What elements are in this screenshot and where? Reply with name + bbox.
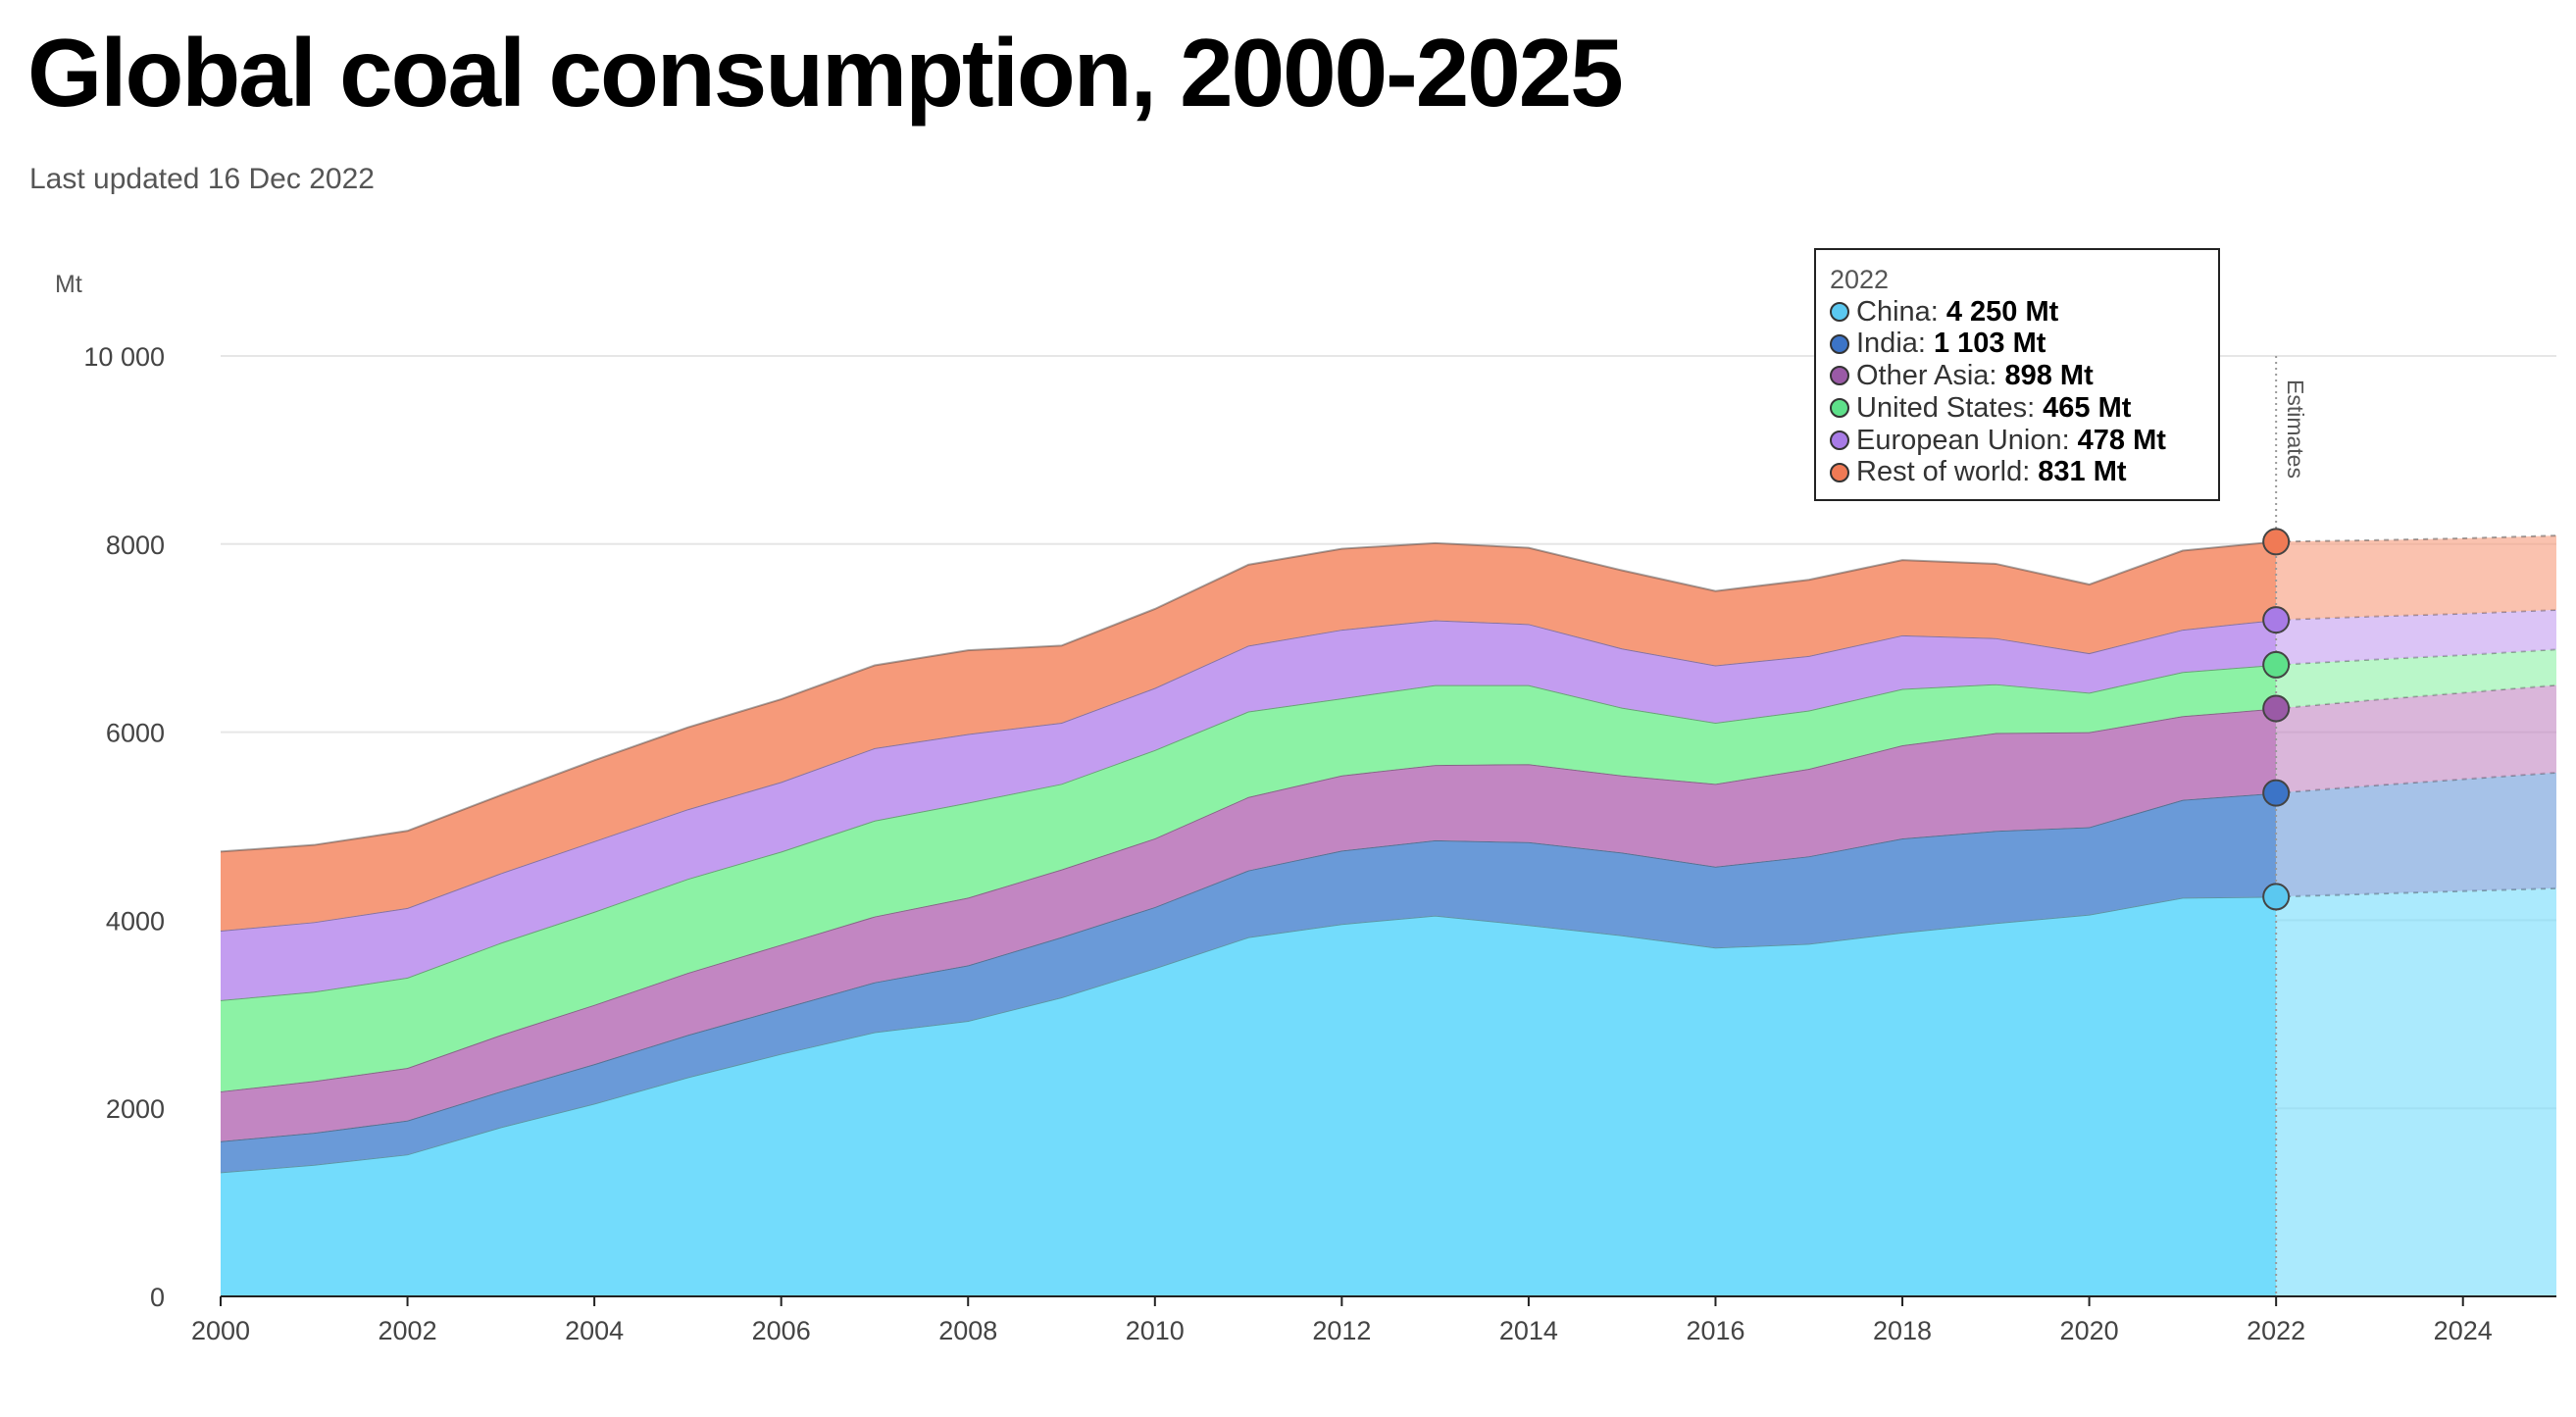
tooltip-row-other-asia: Other Asia: 898 Mt [1830,360,2218,392]
line-estimate-united-states [2276,648,2557,666]
marker-china [2262,883,2291,911]
x-tick-label: 2018 [1873,1316,1932,1345]
tooltip: 2022 China: 4 250 Mt India: 1 103 Mt Oth… [1814,248,2220,501]
x-tick-label: 2016 [1686,1316,1744,1345]
european-union-legend-dot-icon [1830,430,1849,450]
line-estimate-rest-of-world [2276,534,2557,543]
tooltip-label: India: [1856,328,1926,360]
tooltip-label: China: [1856,295,1939,328]
india-legend-dot-icon [1830,333,1849,354]
x-tick-label: 2010 [1126,1316,1185,1345]
tooltip-year: 2022 [1830,265,1890,294]
tooltip-label: European Union: [1856,424,2070,456]
marker-other-asia [2262,694,2291,723]
y-tick-label: 6000 [106,719,165,748]
y-tick-label: 10 000 [83,342,165,372]
tooltip-row-united-states: United States: 465 Mt [1830,392,2218,425]
area-united-states [221,664,2277,1091]
x-tick-label: 2000 [191,1316,250,1345]
y-unit-label: Mt [55,271,82,298]
area-other-asia [221,708,2277,1141]
tooltip-value: 831 Mt [2038,456,2127,488]
marker-india [2262,779,2291,807]
china-legend-dot-icon [1830,302,1849,323]
area-european-union [221,620,2277,1000]
line-rest-of-world [220,540,2277,853]
tooltip-value: 1 103 Mt [1933,328,2046,360]
x-tick-label: 2008 [938,1316,997,1345]
marker-european-union [2262,606,2291,634]
area-estimate-european-union [2276,609,2556,665]
tooltip-value: 4 250 Mt [1945,295,2059,328]
x-tick-label: 2002 [379,1316,437,1345]
y-tick-label: 8000 [106,531,165,560]
tooltip-label: Other Asia: [1856,360,1997,392]
line-estimate-other-asia [2276,683,2557,710]
x-tick-label: 2012 [1312,1316,1371,1345]
x-tick-label: 2024 [2434,1316,2493,1345]
line-estimate-india [2276,771,2557,794]
tooltip-label: United States: [1856,391,2036,424]
marker-united-states [2262,650,2291,679]
area-rest-of-world [221,541,2277,931]
tooltip-value: 465 Mt [2043,391,2132,424]
line-estimate-china [2276,886,2557,898]
marker-rest-of-world [2262,528,2291,556]
y-tick-label: 4000 [106,906,165,936]
y-tick-label: 2000 [106,1094,165,1124]
rest-of-world-legend-dot-icon [1830,462,1849,482]
estimates-label: Estimates [2283,380,2308,479]
area-estimate-united-states [2276,649,2556,709]
tooltip-row-china: China: 4 250 Mt [1830,296,2218,329]
area-india [221,792,2277,1173]
area-estimate-india [2276,772,2556,897]
united-states-legend-dot-icon [1830,398,1849,419]
x-tick-label: 2014 [1499,1316,1558,1345]
x-tick-label: 2020 [2060,1316,2119,1345]
x-tick-label: 2004 [565,1316,624,1345]
page-title: Global coal consumption, 2000-2025 [27,19,1624,127]
last-updated-label: Last updated 16 Dec 2022 [29,163,375,195]
other-asia-legend-dot-icon [1830,366,1849,386]
x-tick-label: 2006 [752,1316,811,1345]
area-estimate-rest-of-world [2276,535,2556,621]
y-tick-label: 0 [150,1283,165,1312]
area-estimate-china [2276,887,2556,1296]
area-china [221,896,2277,1296]
tooltip-row-india: India: 1 103 Mt [1830,328,2218,360]
area-estimate-other-asia [2276,684,2556,793]
tooltip-row-rest-of-world: Rest of world: 831 Mt [1830,456,2218,488]
tooltip-value: 898 Mt [2004,360,2094,392]
tooltip-row-european-union: European Union: 478 Mt [1830,425,2218,457]
line-estimate-european-union [2276,608,2557,622]
tooltip-label: Rest of world: [1856,456,2031,488]
x-tick-label: 2022 [2247,1316,2305,1345]
tooltip-value: 478 Mt [2077,424,2166,456]
